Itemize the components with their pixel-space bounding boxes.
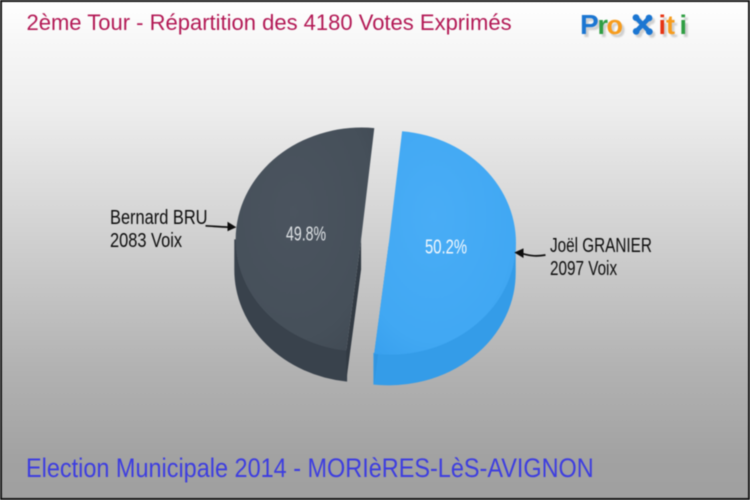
svg-text:o: o: [607, 10, 624, 40]
svg-text:P: P: [583, 12, 602, 43]
svg-text:i: i: [659, 10, 667, 40]
svg-text:P: P: [580, 9, 599, 40]
svg-text:r: r: [600, 13, 611, 43]
svg-text:i: i: [661, 13, 669, 43]
svg-text:t: t: [666, 10, 675, 40]
svg-text:o: o: [609, 13, 626, 43]
svg-text:i: i: [682, 13, 690, 43]
svg-text:r: r: [598, 10, 609, 40]
svg-text:50.2%: 50.2%: [425, 237, 467, 259]
svg-text:49.8%: 49.8%: [286, 224, 326, 246]
svg-text:t: t: [669, 13, 678, 43]
svg-text:i: i: [680, 10, 688, 40]
